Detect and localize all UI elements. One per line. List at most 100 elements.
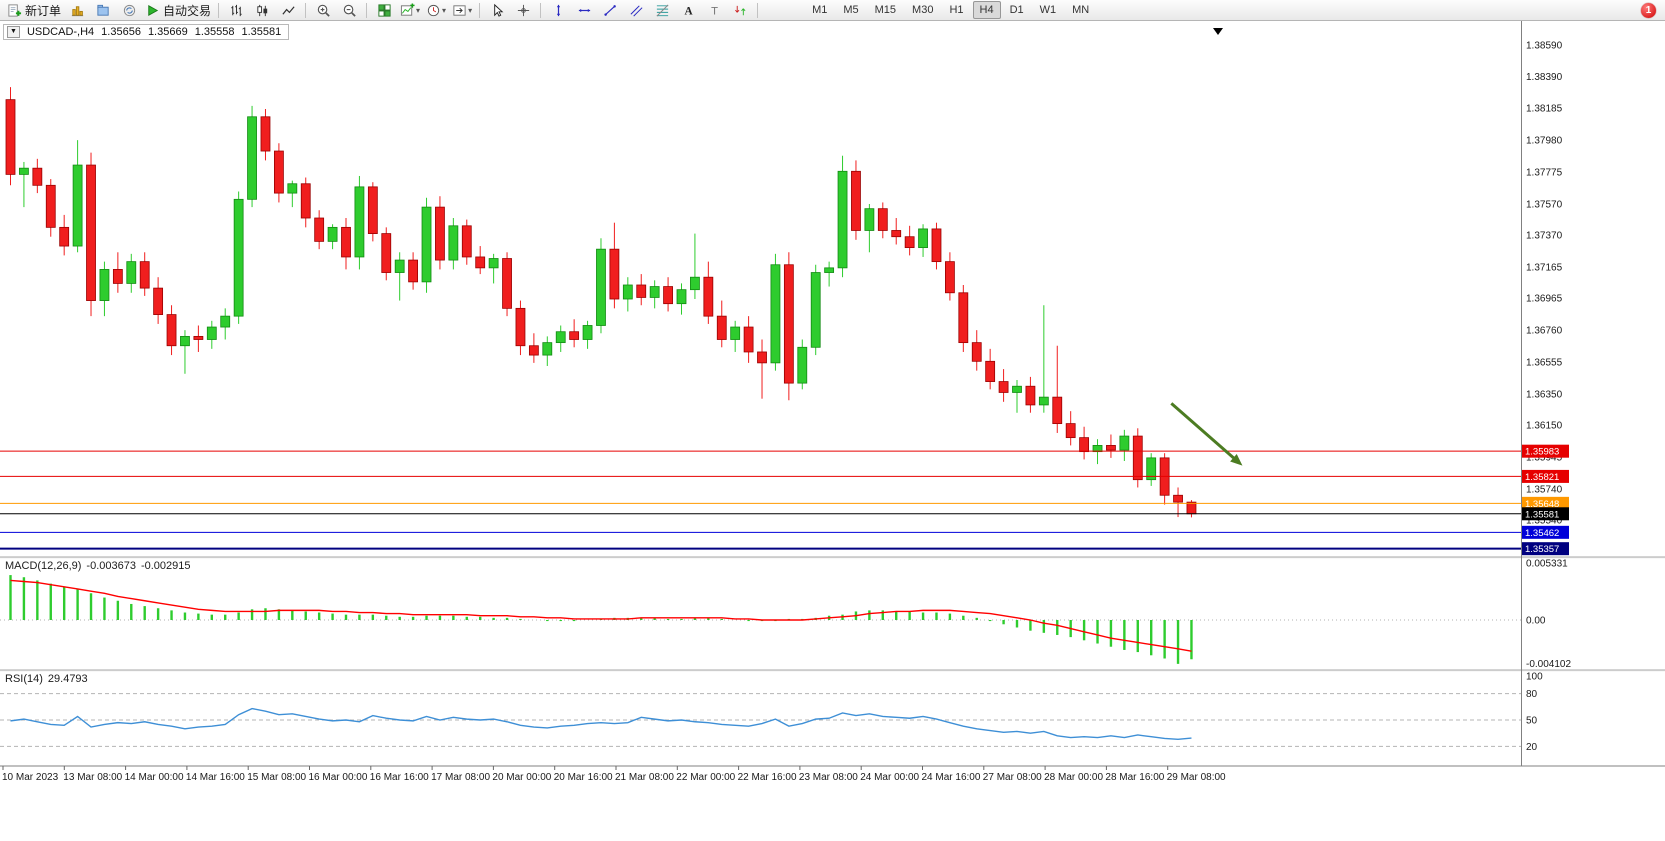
hline-icon [578,8,590,12]
rsi-axis-tick: 50 [1526,716,1538,727]
candlestick-mode-button[interactable] [249,0,275,20]
svg-text:A: A [684,5,693,17]
periods-button[interactable]: ▾ [423,0,449,20]
line-chart-mode-button[interactable] [275,0,301,20]
candle [797,339,808,390]
price-tick: 1.37570 [1526,200,1563,211]
arrows-button[interactable] [727,0,753,20]
fibonacci-button[interactable] [649,0,675,20]
candle [126,253,137,293]
candle [636,274,647,306]
candle [931,222,942,270]
toolbar-separator [305,2,307,18]
templates-button[interactable]: ▾ [449,0,475,20]
candle [153,277,164,324]
candle [998,369,1009,402]
price-badge [1522,507,1569,521]
candle [435,196,445,270]
text-label-button[interactable]: T [701,0,727,20]
candle [555,325,566,352]
notification-badge[interactable]: 1 [1641,3,1656,18]
candle [193,325,204,352]
candle [1065,411,1076,446]
new-chart-button[interactable] [64,0,90,20]
timeframe-m1[interactable]: M1 [812,4,828,16]
ohlc-low: 1.35558 [194,26,235,38]
price-badge-value: 1.35462 [1525,528,1559,539]
candle [837,155,848,278]
tile-windows-button[interactable] [371,0,397,20]
rsi-axis-tick: 20 [1526,742,1538,753]
autotrade-play-icon [148,4,159,16]
toolbar-separator [366,2,368,18]
equidistant-channel-button[interactable] [623,0,649,20]
text-button[interactable]: A [675,0,701,20]
price-tick: 1.36760 [1526,326,1563,337]
candle [609,222,620,309]
price-badge-value: 1.35357 [1525,544,1559,555]
cursor-icon [493,3,503,17]
candle [515,300,526,356]
collapse-icon[interactable]: ▼ [7,26,20,38]
channel-icon [630,4,643,16]
trendline-icon [603,4,616,16]
new-order-icon [8,3,22,17]
price-badge-value: 1.35581 [1525,509,1559,520]
macd-axis-tick: 0.005331 [1526,558,1568,569]
bar-chart-mode-button[interactable] [223,0,249,20]
refresh-button[interactable] [116,0,142,20]
timeframe-m30[interactable]: M30 [912,4,934,16]
candle [19,161,29,208]
price-tick: 1.35740 [1526,485,1563,496]
time-label: 24 Mar 00:00 [860,772,919,783]
candle [381,227,392,281]
candle [488,253,499,284]
auto-trading-label: 自动交易 [163,3,212,18]
timeframe-d1[interactable]: D1 [1009,4,1024,16]
timeframe-w1[interactable]: W1 [1039,4,1057,16]
candle [891,218,902,245]
text-icon: A [684,5,693,17]
candle [649,280,660,309]
timeframe-h1[interactable]: H1 [949,4,964,16]
profiles-button[interactable] [90,0,116,20]
auto-trading-button[interactable]: 自动交易 [142,0,214,20]
candle [32,158,43,194]
cursor-button[interactable] [484,0,510,20]
candle [448,218,459,270]
time-label: 22 Mar 16:00 [738,772,797,783]
timeframe-h4[interactable]: H4 [972,1,1001,19]
chart-shift-marker[interactable] [1213,28,1223,35]
indicators-button[interactable]: ▾ [397,0,423,20]
price-badge [1522,525,1569,539]
vertical-line-button[interactable] [545,0,571,20]
time-label: 15 Mar 08:00 [247,772,306,783]
price-tick: 1.37980 [1526,136,1563,147]
trendline-button[interactable] [597,0,623,20]
price-badge [1522,469,1569,483]
zoom-in-icon [317,4,330,17]
candle [233,191,244,324]
timeframe-mn[interactable]: MN [1072,4,1090,16]
candle [421,197,432,293]
candle [287,180,298,208]
zoom-out-button[interactable] [336,0,362,20]
time-label: 17 Mar 08:00 [431,772,490,783]
time-label: 22 Mar 00:00 [676,772,735,783]
candle [166,305,177,356]
candle [86,152,96,317]
arrow-annotation[interactable] [1170,402,1237,461]
candle [1052,345,1063,433]
candle [367,182,378,242]
zoom-in-button[interactable] [310,0,336,20]
timeframe-m5[interactable]: M5 [843,4,859,16]
candle [45,179,56,237]
terminal-icon [123,4,135,16]
horizontal-line-button[interactable] [571,0,597,20]
new-order-button[interactable]: 新订单 [4,0,64,20]
crosshair-button[interactable] [510,0,536,20]
timeframe-m15[interactable]: M15 [874,4,897,16]
time-label: 28 Mar 16:00 [1105,772,1164,783]
